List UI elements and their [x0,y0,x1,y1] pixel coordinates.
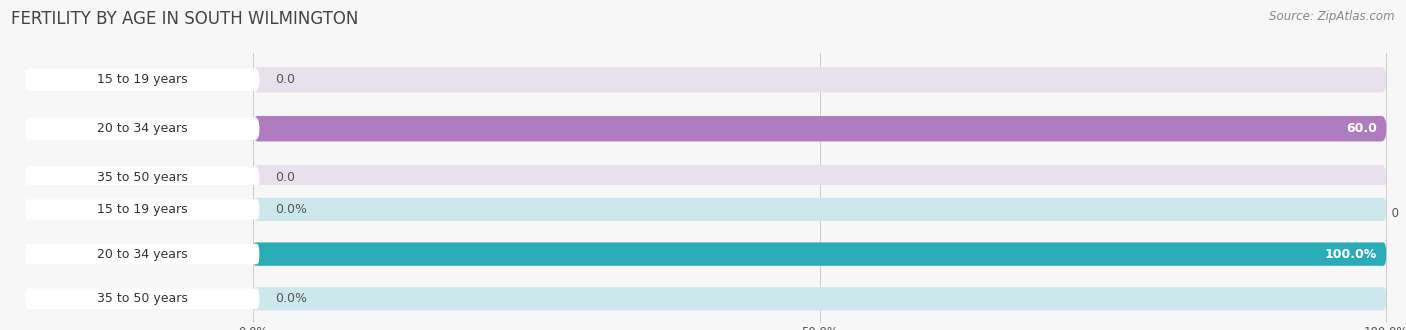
Text: 0.0%: 0.0% [276,292,308,305]
FancyBboxPatch shape [253,243,1386,266]
Text: FERTILITY BY AGE IN SOUTH WILMINGTON: FERTILITY BY AGE IN SOUTH WILMINGTON [11,10,359,28]
FancyBboxPatch shape [253,116,1386,142]
FancyBboxPatch shape [25,244,259,264]
Text: 0.0: 0.0 [276,171,295,184]
FancyBboxPatch shape [253,198,1386,221]
Text: 35 to 50 years: 35 to 50 years [97,292,187,305]
FancyBboxPatch shape [253,67,1386,92]
Text: 35 to 50 years: 35 to 50 years [97,171,187,184]
Text: 20 to 34 years: 20 to 34 years [97,122,187,135]
FancyBboxPatch shape [25,199,259,220]
FancyBboxPatch shape [253,165,1386,190]
Text: 100.0%: 100.0% [1324,248,1378,261]
FancyBboxPatch shape [253,287,1386,311]
Text: 0.0%: 0.0% [276,203,308,216]
FancyBboxPatch shape [253,243,1386,266]
Text: 20 to 34 years: 20 to 34 years [97,248,187,261]
Text: 15 to 19 years: 15 to 19 years [97,73,187,86]
Text: 15 to 19 years: 15 to 19 years [97,203,187,216]
FancyBboxPatch shape [25,288,259,309]
Text: 0.0: 0.0 [276,73,295,86]
Text: Source: ZipAtlas.com: Source: ZipAtlas.com [1270,10,1395,23]
FancyBboxPatch shape [25,69,259,91]
FancyBboxPatch shape [25,117,259,140]
Text: 60.0: 60.0 [1347,122,1378,135]
FancyBboxPatch shape [253,116,1386,142]
FancyBboxPatch shape [25,166,259,189]
